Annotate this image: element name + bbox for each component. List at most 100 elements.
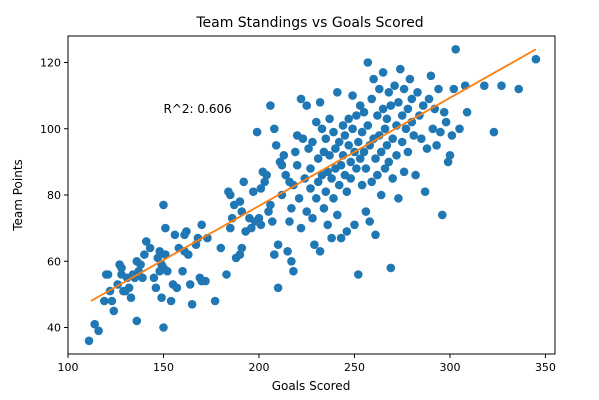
scatter-point [153,253,163,263]
scatter-point [254,213,264,223]
scatter-point [371,230,380,240]
x-axis-label: Goals Scored [272,379,351,393]
x-axis: 100 150 200 250 300 350 [58,354,556,374]
scatter-point [187,300,197,309]
scatter-point [294,194,304,203]
y-axis-label: Team Points [11,159,25,232]
scatter-point [145,243,155,253]
scatter-point [394,98,403,107]
scatter-point [292,160,302,170]
scatter-point [363,58,373,67]
scatter-point [342,227,352,236]
scatter-point [161,223,170,233]
y-tick-label: 60 [47,255,61,268]
scatter-point [420,187,430,196]
scatter-point [256,184,266,193]
scatter-point [140,250,149,259]
scatter-point [514,84,523,94]
scatter-point [354,270,363,279]
scatter-point [386,263,396,273]
scatter-point [399,167,409,177]
scatter-point [235,197,245,206]
scatter-point [365,217,375,226]
scatter-point [103,270,113,279]
scatter-point [489,127,499,137]
scatter-point [497,81,506,90]
scatter-point [336,233,346,243]
scatter-point [172,283,182,293]
scatter-point [256,220,266,230]
scatter-point [308,137,317,147]
scatter-point [451,45,461,54]
scatter-point [323,220,333,230]
scatter-point [443,157,453,167]
scatter-point [321,187,331,196]
scatter-point [321,134,331,143]
scatter-point [378,104,388,114]
scatter-point [302,207,312,216]
scatter-point [201,276,210,286]
scatter-point [117,263,126,273]
scatter-point [313,154,323,163]
scatter-point [151,283,161,293]
scatter-point [367,177,377,187]
scatter-point [159,200,168,210]
scatter-point [348,124,357,134]
scatter-point [306,164,315,173]
scatter-point [149,273,159,283]
scatter-point [397,111,407,120]
scatter-point [281,170,291,180]
scatter-point [344,141,354,150]
regression-line [90,48,537,302]
scatter-point [390,81,399,90]
scatter-point [163,266,172,276]
scatter-point [352,164,361,173]
y-tick-label: 40 [47,322,61,335]
scatter-point [359,107,369,117]
y-tick-label: 100 [40,123,61,136]
scatter-point [138,273,147,283]
scatter-point [355,154,365,163]
scatter-point [355,101,365,110]
scatter-point [413,88,422,97]
scatter-point [340,131,350,140]
y-tick-label: 80 [47,189,61,202]
scatter-point [363,121,373,130]
scatter-point [399,84,409,94]
scatter-point [407,94,417,104]
scatter-point [447,131,457,140]
scatter-point [418,101,428,110]
scatter-point [270,124,279,134]
scatter-point [371,154,380,163]
scatter-point [302,101,312,110]
scatter-point [382,141,392,150]
scatter-point [237,243,247,253]
x-tick-label: 100 [58,361,79,374]
scatter-point [273,240,283,249]
scatter-point [312,194,321,203]
scatter-point [365,141,375,150]
scatter-point [376,147,386,157]
scatter-point [432,141,441,150]
scatter-point [170,230,180,240]
scatter-point [268,217,277,226]
scatter-point [346,174,356,183]
scatter-point [422,144,432,153]
scatter-point [260,177,270,187]
scatter-point [327,174,336,183]
scatter-point [319,204,329,213]
scatter-point [166,296,176,306]
scatter-point [210,296,220,306]
scatter-point [277,160,287,170]
scatter-point [480,81,489,90]
scatter-point [285,217,294,226]
scatter-point [273,283,283,293]
scatter-point [157,293,166,303]
scatter-point [296,94,306,104]
scatter-point [369,74,378,84]
scatter-point [109,306,119,316]
scatter-point [283,247,292,256]
scatter-point [100,296,109,306]
scatter-point [409,131,419,140]
scatter-point [84,336,94,346]
